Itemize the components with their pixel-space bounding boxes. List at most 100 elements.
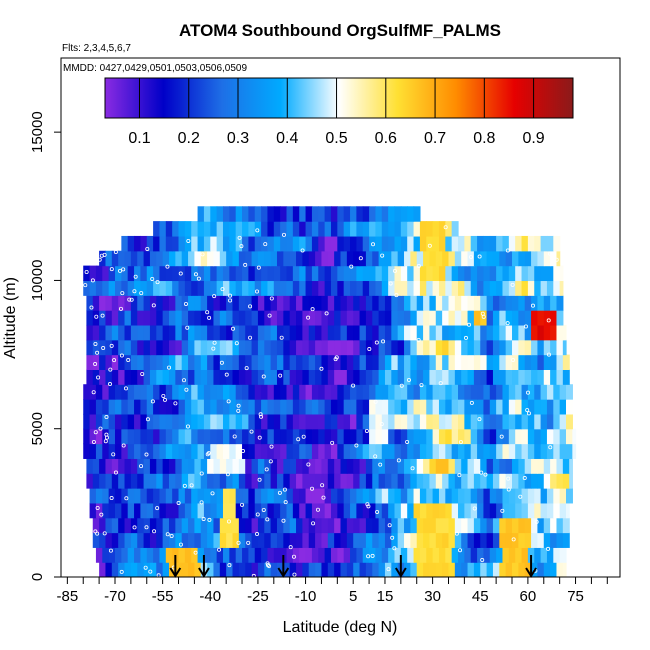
heatmap-cell — [114, 428, 122, 445]
heatmap-cell — [324, 502, 332, 519]
heatmap-cell — [254, 384, 262, 400]
heatmap-cell — [464, 502, 472, 519]
heatmap-cell — [378, 339, 386, 356]
heatmap-cell — [264, 517, 272, 534]
heatmap-cell — [213, 562, 221, 577]
heatmap-cell — [356, 399, 364, 415]
heatmap-cell — [86, 310, 94, 326]
data-point — [113, 470, 118, 475]
heatmap-cell — [531, 295, 539, 311]
heatmap-cell — [350, 384, 357, 400]
heatmap-cell — [318, 235, 326, 252]
heatmap-cell — [534, 443, 542, 459]
heatmap-cell — [181, 250, 189, 267]
data-point — [310, 307, 315, 312]
heatmap-cell — [197, 547, 205, 563]
heatmap-cell — [324, 413, 332, 430]
heatmap-cell — [534, 384, 542, 400]
heatmap-cell — [146, 443, 154, 459]
heatmap-cell — [461, 473, 469, 489]
heatmap-cell — [343, 502, 351, 519]
data-point — [94, 314, 99, 319]
heatmap-cell — [134, 502, 142, 519]
heatmap-cell — [330, 428, 338, 445]
heatmap-cell — [188, 295, 195, 311]
heatmap-cell — [149, 458, 157, 474]
heatmap-cell — [219, 369, 227, 385]
data-point — [248, 304, 253, 309]
heatmap-cell — [175, 310, 183, 326]
heatmap-cell — [337, 413, 345, 430]
heatmap-cell — [546, 428, 554, 445]
heatmap-cell — [235, 443, 243, 459]
heatmap-cell — [289, 354, 297, 370]
heatmap-cell — [454, 354, 462, 370]
heatmap-cell — [143, 295, 151, 311]
heatmap-cell — [543, 324, 551, 341]
heatmap-cell — [372, 324, 380, 341]
heatmap-cell — [210, 488, 218, 504]
heatmap-cell — [305, 221, 313, 237]
data-point — [255, 289, 260, 294]
heatmap-cell — [483, 235, 491, 252]
heatmap-cell — [473, 310, 481, 326]
heatmap-cell — [480, 517, 488, 534]
heatmap-cell — [264, 369, 272, 385]
heatmap-cell — [280, 384, 288, 400]
heatmap-cell — [324, 547, 332, 563]
heatmap-cell — [404, 517, 411, 534]
heatmap-cell — [311, 547, 319, 563]
heatmap-cell — [235, 399, 243, 415]
heatmap-cell — [515, 413, 523, 430]
heatmap-cell — [289, 473, 297, 489]
heatmap-cell — [118, 324, 126, 341]
heatmap-cell — [172, 399, 180, 415]
heatmap-cell — [337, 547, 345, 563]
heatmap-cell — [124, 517, 132, 534]
heatmap-cell — [216, 399, 224, 415]
heatmap-cell — [543, 473, 551, 489]
heatmap-cell — [480, 369, 488, 385]
heatmap-cell — [191, 399, 199, 415]
heatmap-cell — [308, 473, 316, 489]
heatmap-cell — [137, 369, 145, 385]
heatmap-cell — [416, 324, 424, 341]
heatmap-cell — [229, 413, 237, 430]
heatmap-cell — [124, 339, 132, 356]
heatmap-cell — [391, 339, 399, 356]
heatmap-cell — [416, 250, 424, 267]
heatmap-cell — [127, 547, 135, 563]
heatmap-cell — [556, 369, 564, 385]
heatmap-cell — [340, 473, 348, 489]
heatmap-cell — [172, 235, 180, 252]
heatmap-cell — [546, 547, 554, 563]
heatmap-cell — [546, 488, 554, 504]
heatmap-cell — [343, 265, 351, 282]
heatmap-cell — [315, 354, 323, 370]
data-point — [525, 408, 530, 413]
data-point — [330, 440, 335, 445]
heatmap-cell — [394, 384, 402, 400]
heatmap-cell — [464, 428, 472, 445]
heatmap-cell — [435, 458, 443, 474]
heatmap-cell — [188, 250, 195, 267]
heatmap-cell — [451, 235, 459, 252]
heatmap-cell — [184, 399, 192, 415]
heatmap-cell — [229, 443, 237, 459]
data-point — [364, 428, 369, 433]
heatmap-cell — [537, 369, 545, 385]
heatmap-cell — [378, 562, 386, 577]
heatmap-cell — [99, 295, 107, 311]
heatmap-cell — [299, 443, 307, 459]
heatmap-cell — [226, 458, 234, 474]
heatmap-cell — [394, 235, 402, 252]
heatmap-cell — [413, 443, 421, 459]
heatmap-cell — [83, 428, 91, 445]
heatmap-cell — [372, 295, 380, 311]
heatmap-cell — [175, 250, 183, 267]
heatmap-cell — [397, 354, 405, 370]
heatmap-cell — [232, 473, 240, 489]
heatmap-cell — [315, 339, 323, 356]
heatmap-cell — [454, 295, 462, 311]
heatmap-cell — [426, 399, 434, 415]
